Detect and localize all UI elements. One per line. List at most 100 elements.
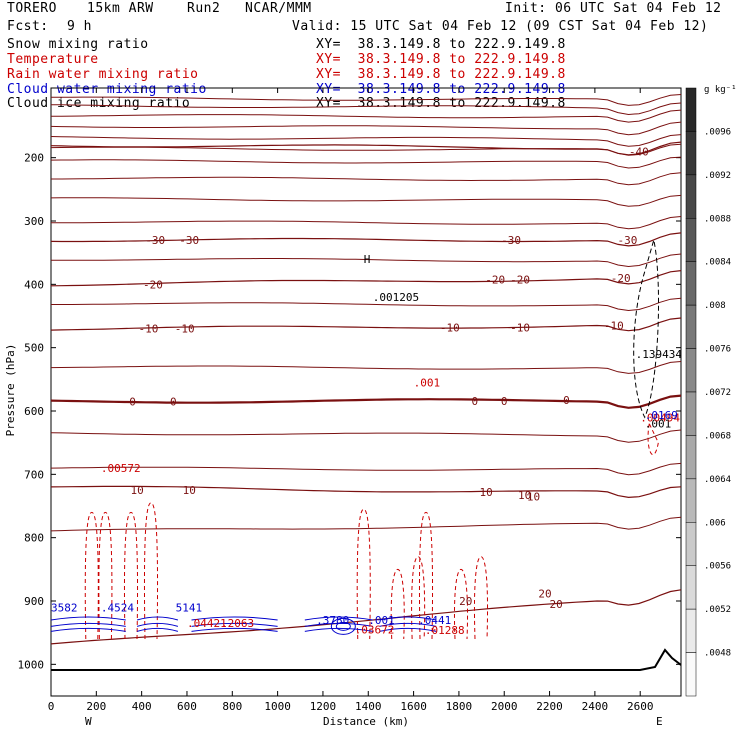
rain-contour bbox=[356, 508, 371, 640]
x-tick-label: 200 bbox=[86, 700, 106, 713]
colorbar-swatch bbox=[685, 348, 697, 393]
rain-contour bbox=[411, 556, 426, 640]
rain-contour bbox=[123, 511, 139, 640]
contour-value-label: .3780 bbox=[316, 614, 349, 627]
contour-value-label: -10 bbox=[604, 320, 624, 333]
colorbar-label: .0076 bbox=[704, 345, 731, 355]
isotherm-line-major bbox=[50, 232, 682, 247]
y-tick-label: 400 bbox=[24, 278, 44, 291]
x-tick-label: 1000 bbox=[264, 700, 291, 713]
isotherm-value-label: -30 bbox=[179, 234, 199, 247]
isotherm-line-major bbox=[50, 485, 682, 499]
isotherm-value-label: -30 bbox=[501, 234, 521, 247]
run-label: Run2 bbox=[187, 1, 221, 16]
cloud-water-contour bbox=[379, 622, 437, 627]
contour-value-label: 20 bbox=[550, 598, 563, 611]
contour-value-label: -40 bbox=[629, 145, 649, 158]
resolution-label: 15km ARW bbox=[87, 1, 154, 16]
init-label: Init: 06 UTC Sat 04 Feb 12 bbox=[505, 1, 722, 16]
colorbar-label: .008 bbox=[704, 301, 726, 311]
y-tick-label: 700 bbox=[24, 468, 44, 481]
fcst-label: Fcst: bbox=[7, 19, 49, 34]
x-tick-label: 1200 bbox=[310, 700, 337, 713]
contour-value-label: .001 bbox=[645, 418, 672, 431]
isotherm-line-major bbox=[50, 270, 682, 287]
cloud-water-contour bbox=[330, 617, 356, 635]
colorbar-label: .0092 bbox=[704, 171, 731, 181]
colorbar-label: .0072 bbox=[704, 388, 731, 398]
contour-value-label: .00572 bbox=[101, 462, 141, 475]
contour-value-label: .00494 bbox=[640, 411, 680, 424]
x-tick-label: 1400 bbox=[355, 700, 382, 713]
y-tick-label: 600 bbox=[24, 405, 44, 418]
rain-contour bbox=[143, 502, 159, 640]
isotherm-line bbox=[50, 462, 682, 476]
x-tick-label: 2600 bbox=[627, 700, 654, 713]
y-tick-label: 900 bbox=[24, 595, 44, 608]
contour-value-label: -20 bbox=[611, 272, 631, 285]
cloud-water-contour bbox=[335, 621, 351, 631]
rain-contour bbox=[84, 511, 99, 640]
colorbar-label: .0096 bbox=[704, 127, 731, 137]
colorbar: .0096 .0092 .0088 .0084 .008 .0076 .0072 .0068.… bbox=[685, 87, 731, 697]
rain-contour bbox=[390, 568, 405, 640]
cloud-water-contour bbox=[191, 622, 278, 627]
isotherm-value-label: 10 bbox=[518, 489, 531, 502]
colorbar-label: .0052 bbox=[704, 605, 731, 615]
isotherm-line-major bbox=[50, 317, 682, 332]
x-tick-label: 400 bbox=[132, 700, 152, 713]
contour-value-label: .001205 bbox=[373, 291, 419, 304]
cloud-water-contour bbox=[50, 616, 126, 621]
cloud-water-contour bbox=[136, 616, 179, 621]
x-end-right: E bbox=[656, 715, 663, 728]
fcst-value: 9 h bbox=[67, 19, 92, 34]
contour-value-label: 3582 bbox=[51, 601, 78, 614]
field-name-4: Cloud ice mixing ratio bbox=[7, 96, 191, 111]
isotherm-value-label: -20 bbox=[485, 273, 505, 286]
rain-contour bbox=[418, 511, 434, 640]
contour-value-label: -30 bbox=[618, 234, 638, 247]
cloud-water-contour bbox=[379, 616, 437, 621]
org-label: NCAR/MMM bbox=[245, 1, 312, 16]
isotherm-value-label: 10 bbox=[183, 484, 196, 497]
temperature-contours bbox=[50, 94, 682, 645]
colorbar-label: .0084 bbox=[704, 258, 731, 268]
contour-value-label: .139434 bbox=[636, 348, 683, 361]
field-xy-0: XY= 38.3.149.8 to 222.9.149.8 bbox=[316, 37, 566, 52]
isotherm-line bbox=[50, 156, 682, 169]
colorbar-swatch bbox=[685, 522, 697, 566]
isotherm-value-label: 0 bbox=[471, 395, 478, 408]
isotherm-value-label: 10 bbox=[479, 486, 492, 499]
cloud-water-contour bbox=[50, 622, 126, 627]
isotherm-line-major bbox=[50, 589, 682, 645]
x-tick-label: 2000 bbox=[491, 700, 518, 713]
isotherm-line bbox=[50, 94, 682, 106]
colorbar-swatch bbox=[685, 478, 697, 523]
contour-value-label: 0 bbox=[563, 394, 570, 407]
colorbar-swatch bbox=[685, 565, 697, 610]
field-name-2: Rain water mixing ratio bbox=[7, 67, 199, 82]
isotherm-value-label: -10 bbox=[510, 321, 530, 334]
y-tick-label: 200 bbox=[24, 152, 44, 165]
isotherm-line bbox=[51, 253, 682, 268]
colorbar-swatch bbox=[685, 174, 697, 219]
colorbar-unit: g kg⁻¹ bbox=[704, 85, 737, 95]
contour-value-label: .0169 bbox=[645, 409, 678, 422]
isotherm-value-label: 10 bbox=[130, 484, 143, 497]
contour-value-label: .001 bbox=[368, 614, 395, 627]
cloud-ice-contour bbox=[633, 239, 660, 419]
contour-value-label: .4524 bbox=[101, 601, 134, 614]
isotherm-value-label: 0 bbox=[501, 395, 508, 408]
rain-contour bbox=[473, 556, 489, 640]
isotherm-line-major bbox=[50, 141, 682, 156]
colorbar-label: .0088 bbox=[704, 214, 731, 224]
field-xy-3: XY= 38.3.149.8 to 222.9.149.8 bbox=[316, 82, 566, 97]
isotherm-value-label: -30 bbox=[145, 234, 165, 247]
cloud-water-contour bbox=[136, 622, 179, 627]
colorbar-swatch bbox=[685, 261, 697, 306]
y-tick-label: 500 bbox=[24, 342, 44, 355]
contour-value-label: .0441 bbox=[418, 614, 451, 627]
colorbar-swatch bbox=[685, 87, 697, 132]
field-name-1: Temperature bbox=[7, 52, 99, 67]
y-tick-label: 800 bbox=[24, 532, 44, 545]
